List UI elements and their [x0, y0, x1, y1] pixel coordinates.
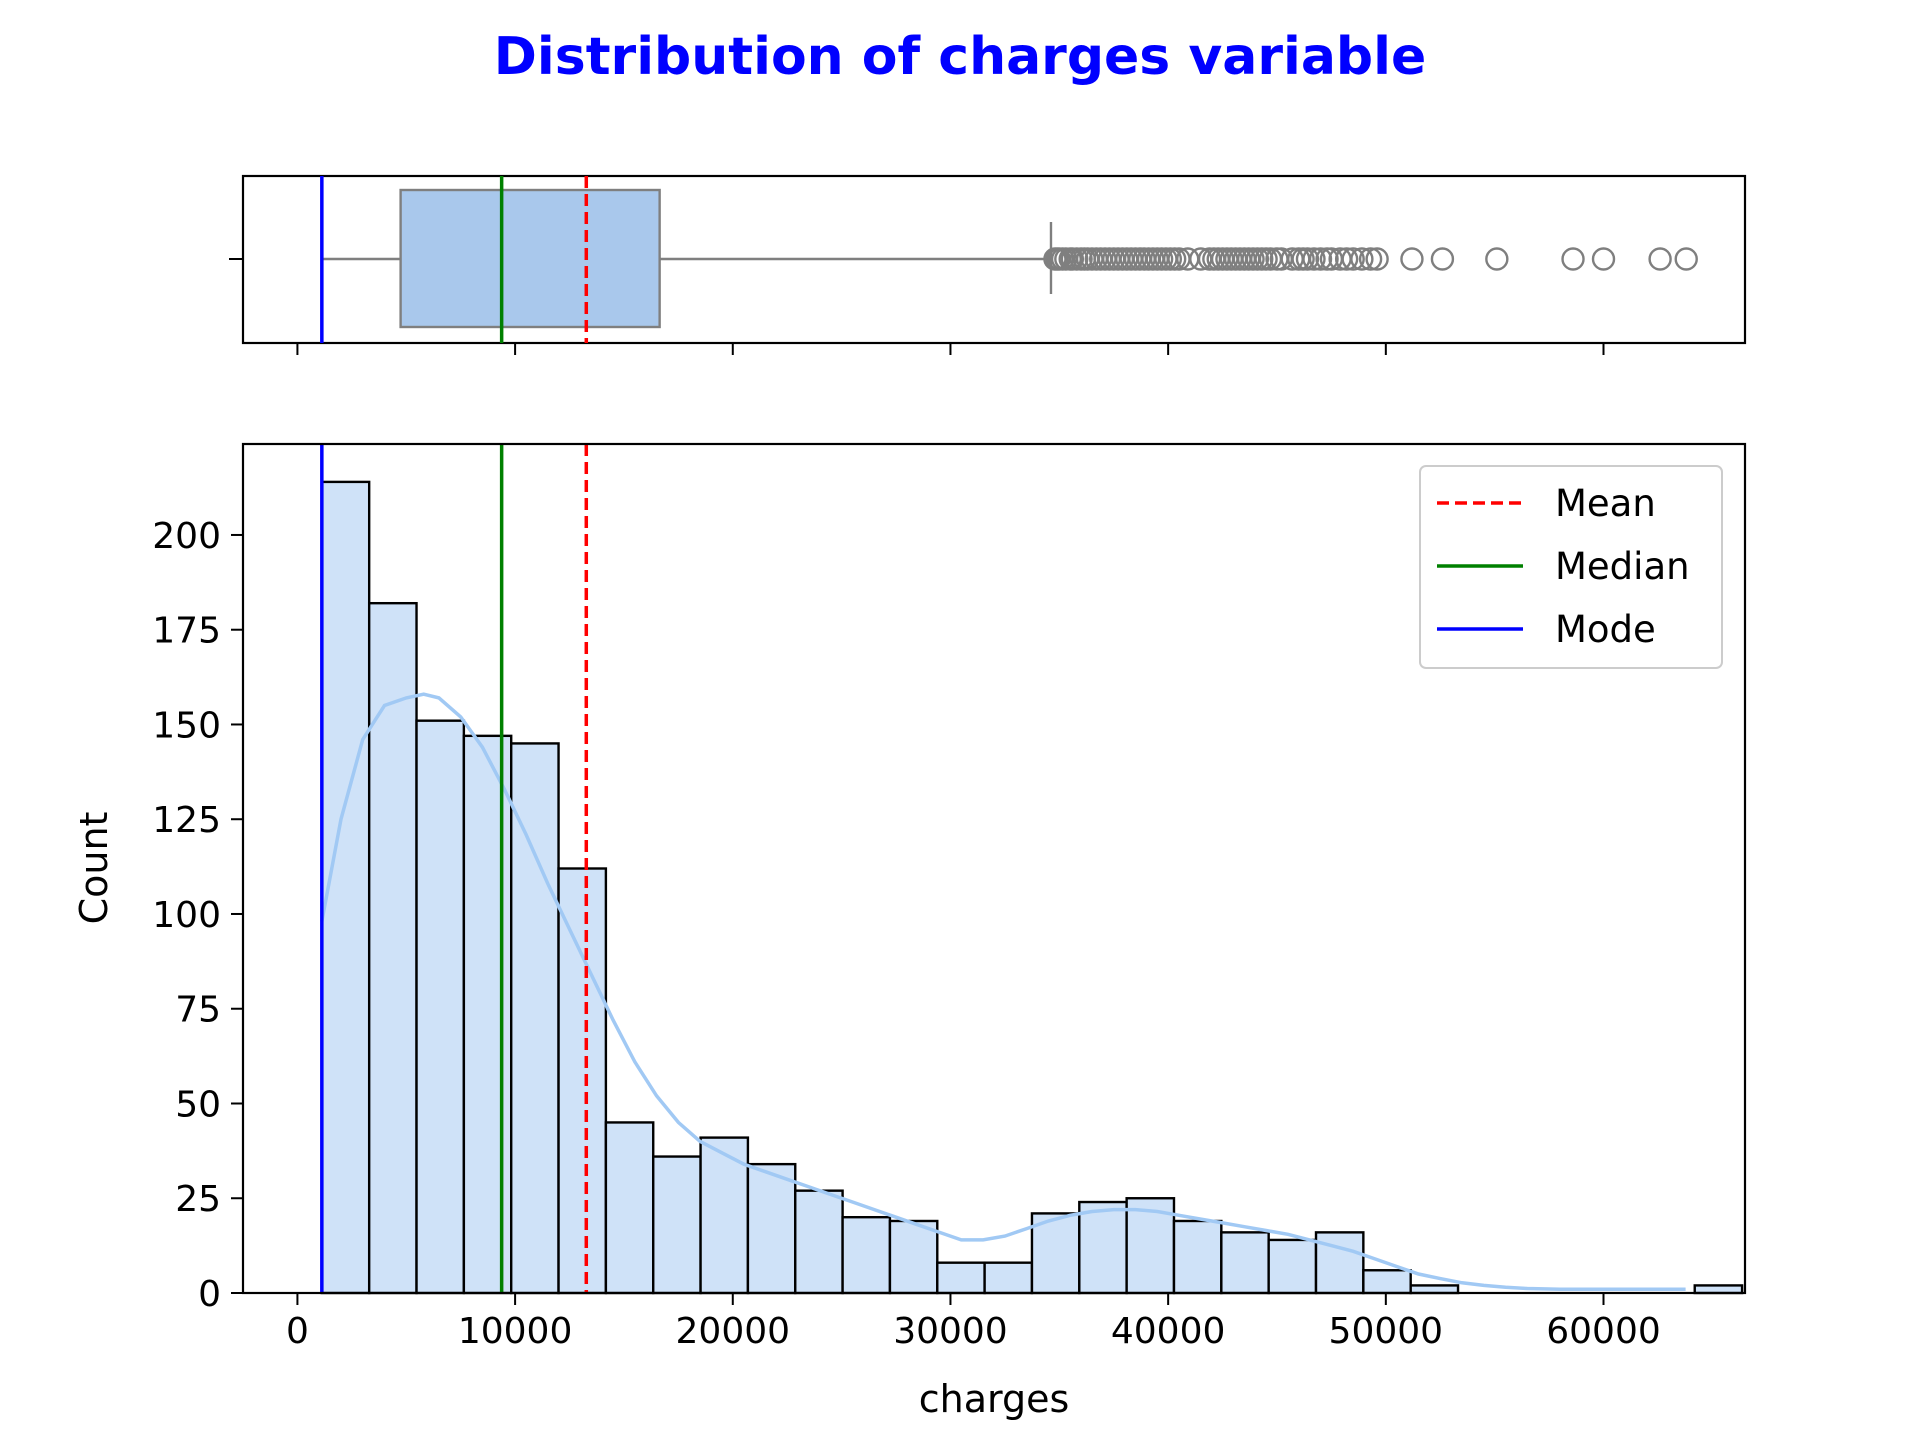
- histogram-bar: [1220, 1231, 1270, 1295]
- histogram-bar: [794, 1189, 844, 1295]
- histogram-bar: [557, 867, 608, 1295]
- histogram-bar: [888, 1219, 939, 1295]
- histogram-bar: [1314, 1231, 1365, 1295]
- x-tick-label: 0: [286, 1311, 309, 1352]
- y-tick-label: 100: [152, 895, 221, 936]
- boxplot-outlier: [1295, 247, 1320, 271]
- y-tick-label: 0: [198, 1274, 221, 1315]
- boxplot-outlier: [1648, 247, 1672, 271]
- histogram-bar: [1267, 1238, 1318, 1295]
- legend-entries: Mean Median Mode: [1437, 482, 1690, 651]
- y-tick-label: 25: [175, 1179, 221, 1220]
- x-axis-ticks: 0 10000 20000 30000 40000 50000 60000: [286, 1293, 1661, 1352]
- y-axis-label: Count: [72, 812, 116, 925]
- x-axis-label: charges: [919, 1377, 1070, 1421]
- boxplot-outlier: [1561, 247, 1585, 271]
- boxplot-outlier: [1365, 247, 1389, 271]
- histogram-bar: [1362, 1269, 1412, 1295]
- y-axis-ticks: 0 25 50 75 100 125 150 175 200: [152, 516, 243, 1315]
- boxplot-x-ticks: [296, 343, 1605, 355]
- boxplot-outlier: [1350, 247, 1374, 271]
- histogram-bar: [1172, 1219, 1223, 1295]
- x-tick-label: 40000: [1111, 1311, 1226, 1352]
- boxplot-outlier: [1341, 247, 1365, 271]
- x-tick-label: 10000: [458, 1311, 573, 1352]
- boxplot-outlier: [1358, 247, 1383, 271]
- histogram-reference-lines: [320, 444, 589, 1293]
- histogram-frame: [241, 442, 1747, 1295]
- histogram-bar: [746, 1162, 797, 1295]
- x-tick-label: 20000: [676, 1311, 791, 1352]
- legend-label-mode: Mode: [1555, 608, 1656, 651]
- boxplot-outliers: [1043, 247, 1698, 271]
- legend: Mean Median Mode: [1419, 465, 1723, 669]
- histogram-bar: [1078, 1200, 1128, 1295]
- histogram-bar: [415, 719, 466, 1295]
- histogram-bar: [604, 1121, 655, 1295]
- histogram-bar: [510, 742, 560, 1295]
- boxplot-reference-lines: [320, 176, 589, 343]
- boxplot-outlier: [1308, 247, 1333, 271]
- boxplot-body: [321, 188, 1053, 329]
- histogram-bar: [841, 1215, 892, 1295]
- histogram-bar: [936, 1261, 986, 1295]
- histogram-panel: 0 10000 20000 30000 40000 50000 60000 0 25 50 75 1…: [72, 442, 1747, 1421]
- legend-frame: [1419, 465, 1723, 669]
- legend-label-mean: Mean: [1555, 482, 1656, 525]
- boxplot-outlier: [1430, 247, 1455, 271]
- histogram-bar: [983, 1261, 1034, 1295]
- y-tick-label: 200: [152, 516, 221, 557]
- boxplot-outlier: [1302, 247, 1326, 271]
- boxplot-outlier: [1591, 247, 1616, 271]
- y-tick-label: 175: [152, 611, 221, 652]
- boxplot-panel: [229, 174, 1747, 355]
- boxplot-outlier: [1485, 247, 1509, 271]
- histogram-bar: [367, 601, 418, 1295]
- x-tick-label: 30000: [893, 1311, 1008, 1352]
- legend-label-median: Median: [1555, 545, 1690, 588]
- y-tick-label: 75: [175, 990, 221, 1031]
- y-tick-label: 50: [175, 1084, 221, 1125]
- x-tick-label: 50000: [1329, 1311, 1444, 1352]
- chart-title: Distribution of charges variable: [494, 27, 1426, 87]
- boxplot-outlier: [1400, 247, 1424, 271]
- x-tick-label: 60000: [1546, 1311, 1661, 1352]
- boxplot-outlier: [1674, 247, 1698, 271]
- histogram-bar: [1693, 1284, 1744, 1295]
- histogram-bar: [652, 1155, 702, 1295]
- boxplot-outlier: [1334, 247, 1359, 271]
- y-tick-label: 150: [152, 705, 221, 746]
- boxplot-box: [399, 188, 661, 329]
- histogram-bar: [462, 734, 513, 1295]
- y-tick-label: 125: [152, 800, 221, 841]
- histogram-bar: [1409, 1284, 1460, 1295]
- kde-curve: [320, 692, 1686, 1291]
